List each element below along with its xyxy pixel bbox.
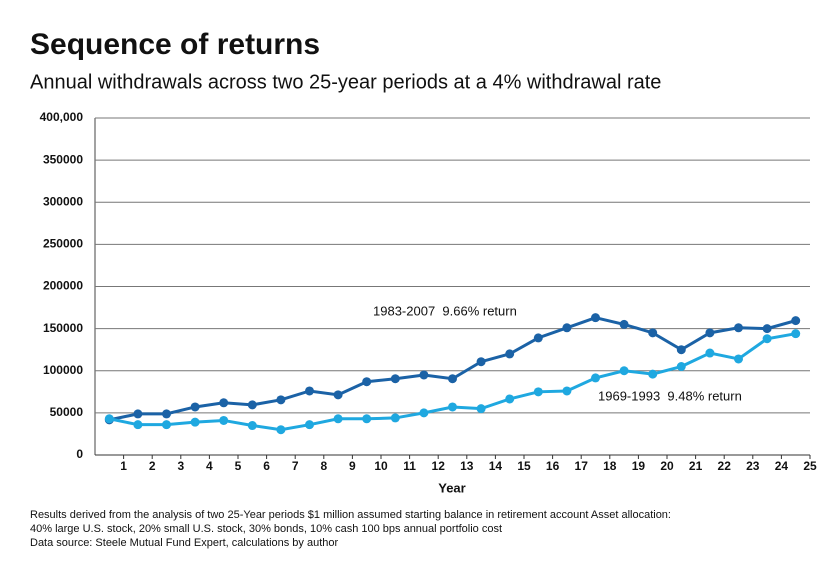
data-point: [734, 354, 743, 364]
data-point: [190, 402, 200, 412]
data-point: [448, 374, 457, 384]
y-tick-label: 350000: [43, 152, 83, 166]
x-tick-label: 14: [489, 459, 503, 473]
data-point: [448, 402, 457, 412]
x-tick-label: 11: [403, 459, 416, 473]
x-tick-label: 21: [689, 459, 703, 473]
data-point: [791, 316, 801, 326]
x-tick-label: 22: [718, 459, 732, 473]
data-point: [791, 329, 801, 339]
data-point: [219, 415, 229, 425]
series-label: 1983-2007 9.66% return: [373, 303, 517, 318]
data-point: [533, 387, 543, 397]
data-point: [648, 369, 658, 379]
data-point: [734, 323, 743, 333]
data-point: [305, 386, 314, 396]
footnote: 40% large U.S. stock, 20% small U.S. sto…: [30, 523, 502, 535]
y-tick-label: 150000: [43, 321, 83, 335]
y-tick-label: 250000: [43, 237, 83, 251]
data-point: [619, 366, 629, 376]
data-point: [305, 420, 314, 430]
data-point: [162, 409, 171, 419]
data-point: [505, 349, 515, 359]
x-tick-label: 9: [349, 459, 356, 473]
chart-subtitle: Annual withdrawals across two 25-year pe…: [30, 71, 661, 93]
data-point: [562, 323, 572, 333]
data-point: [133, 420, 143, 430]
data-point: [591, 373, 600, 383]
data-point: [390, 374, 400, 384]
data-point: [676, 345, 686, 355]
data-point: [247, 421, 257, 431]
x-axis-label: Year: [438, 480, 465, 495]
x-tick-label: 23: [746, 459, 760, 473]
x-tick-label: 8: [320, 459, 327, 473]
data-point: [419, 408, 429, 418]
data-point: [362, 377, 372, 387]
chart-title: Sequence of returns: [30, 28, 320, 61]
x-tick-label: 19: [632, 459, 646, 473]
x-tick-label: 12: [432, 459, 446, 473]
y-tick-label: 0: [76, 447, 83, 461]
data-point: [476, 404, 486, 414]
series-label: 1969-1993 9.48% return: [598, 388, 742, 403]
data-point: [476, 357, 486, 367]
data-point: [333, 390, 343, 400]
data-point: [705, 328, 715, 338]
data-point: [705, 348, 715, 358]
x-tick-label: 15: [517, 459, 531, 473]
x-tick-label: 25: [803, 459, 817, 473]
x-tick-label: 5: [235, 459, 242, 473]
x-tick-label: 18: [603, 459, 617, 473]
data-point: [505, 394, 515, 404]
y-tick-label: 50000: [50, 405, 84, 419]
footnote: Results derived from the analysis of two…: [30, 509, 671, 521]
data-point: [762, 324, 772, 334]
x-tick-label: 24: [775, 459, 789, 473]
data-point: [276, 425, 286, 435]
y-tick-label: 300000: [43, 194, 83, 208]
x-tick-label: 7: [292, 459, 299, 473]
data-point: [219, 398, 229, 408]
data-point: [419, 370, 429, 380]
data-point: [619, 319, 629, 329]
data-point: [247, 400, 257, 410]
data-point: [133, 409, 143, 419]
data-point: [362, 414, 372, 424]
x-tick-label: 20: [660, 459, 674, 473]
data-point: [562, 386, 572, 396]
data-point: [648, 328, 658, 338]
y-tick-label: 400,000: [40, 110, 84, 124]
x-tick-label: 16: [546, 459, 560, 473]
data-point: [533, 333, 543, 343]
y-tick-label: 200000: [43, 279, 83, 293]
data-point: [333, 414, 343, 424]
x-tick-label: 17: [575, 459, 589, 473]
y-tick-label: 100000: [43, 363, 83, 377]
data-point: [104, 414, 114, 424]
data-point: [162, 420, 171, 430]
data-point: [676, 362, 686, 372]
data-point: [276, 395, 286, 405]
x-tick-label: 2: [149, 459, 156, 473]
data-point: [591, 313, 600, 323]
data-point: [190, 417, 200, 427]
x-tick-label: 10: [374, 459, 388, 473]
x-tick-label: 4: [206, 459, 213, 473]
x-tick-label: 13: [460, 459, 474, 473]
x-tick-label: 1: [120, 459, 127, 473]
data-point: [390, 413, 400, 423]
x-tick-label: 3: [177, 459, 184, 473]
footnote: Data source: Steele Mutual Fund Expert, …: [30, 537, 339, 549]
data-point: [762, 334, 772, 344]
x-tick-label: 6: [263, 459, 270, 473]
